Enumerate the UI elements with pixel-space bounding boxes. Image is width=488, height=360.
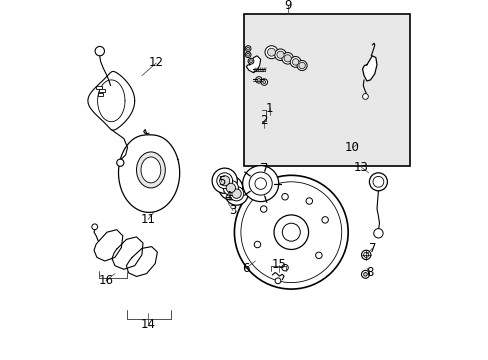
Circle shape bbox=[282, 223, 300, 241]
Circle shape bbox=[246, 47, 249, 50]
FancyBboxPatch shape bbox=[98, 93, 103, 96]
Polygon shape bbox=[126, 247, 157, 276]
Text: 3: 3 bbox=[229, 204, 236, 217]
Circle shape bbox=[373, 229, 382, 238]
Circle shape bbox=[363, 252, 368, 257]
FancyBboxPatch shape bbox=[96, 86, 102, 89]
Circle shape bbox=[223, 180, 238, 195]
Circle shape bbox=[216, 173, 232, 189]
Circle shape bbox=[292, 59, 298, 65]
Circle shape bbox=[363, 273, 366, 276]
Text: 13: 13 bbox=[353, 161, 368, 174]
Circle shape bbox=[281, 194, 288, 200]
Circle shape bbox=[219, 176, 229, 186]
Text: 10: 10 bbox=[345, 141, 359, 154]
Circle shape bbox=[315, 252, 322, 258]
Polygon shape bbox=[362, 56, 376, 81]
Polygon shape bbox=[112, 237, 142, 269]
Ellipse shape bbox=[141, 157, 161, 183]
Circle shape bbox=[255, 77, 262, 83]
Circle shape bbox=[298, 62, 305, 69]
Circle shape bbox=[282, 53, 293, 64]
FancyBboxPatch shape bbox=[244, 14, 409, 166]
Circle shape bbox=[305, 198, 312, 204]
Circle shape bbox=[260, 206, 266, 212]
Circle shape bbox=[229, 186, 244, 201]
Circle shape bbox=[372, 176, 383, 187]
Circle shape bbox=[284, 55, 291, 62]
Circle shape bbox=[361, 250, 370, 260]
Text: 9: 9 bbox=[284, 0, 291, 12]
Circle shape bbox=[254, 241, 260, 248]
Circle shape bbox=[219, 176, 242, 200]
Circle shape bbox=[117, 159, 123, 166]
Circle shape bbox=[224, 182, 247, 205]
Text: 7: 7 bbox=[368, 242, 375, 255]
Circle shape bbox=[92, 224, 98, 230]
Circle shape bbox=[264, 46, 277, 59]
Circle shape bbox=[263, 81, 265, 84]
Circle shape bbox=[249, 60, 252, 63]
Text: 16: 16 bbox=[98, 274, 113, 287]
Circle shape bbox=[257, 78, 260, 81]
Circle shape bbox=[225, 183, 235, 193]
Circle shape bbox=[244, 52, 250, 58]
Text: 6: 6 bbox=[242, 262, 249, 275]
Circle shape bbox=[246, 53, 249, 56]
Circle shape bbox=[275, 278, 280, 284]
Circle shape bbox=[254, 178, 266, 189]
Circle shape bbox=[267, 48, 275, 56]
Circle shape bbox=[212, 168, 237, 193]
Circle shape bbox=[95, 46, 104, 56]
Text: 4: 4 bbox=[224, 190, 232, 203]
Circle shape bbox=[289, 57, 301, 67]
Circle shape bbox=[247, 58, 253, 64]
Text: 1: 1 bbox=[265, 102, 273, 114]
Circle shape bbox=[361, 270, 368, 278]
Text: 15: 15 bbox=[271, 258, 285, 271]
Circle shape bbox=[234, 175, 347, 289]
Polygon shape bbox=[94, 230, 122, 261]
Text: 14: 14 bbox=[140, 318, 155, 330]
Polygon shape bbox=[246, 56, 260, 73]
Polygon shape bbox=[118, 135, 179, 212]
Circle shape bbox=[362, 94, 367, 99]
Polygon shape bbox=[88, 71, 134, 130]
Text: 8: 8 bbox=[366, 266, 373, 279]
Circle shape bbox=[321, 217, 328, 223]
Text: 2: 2 bbox=[260, 114, 267, 127]
Circle shape bbox=[368, 173, 386, 191]
Ellipse shape bbox=[136, 152, 165, 188]
Circle shape bbox=[244, 46, 250, 51]
Circle shape bbox=[273, 215, 308, 249]
Text: 12: 12 bbox=[148, 57, 163, 69]
Circle shape bbox=[242, 166, 278, 202]
FancyBboxPatch shape bbox=[99, 89, 105, 92]
Circle shape bbox=[296, 60, 306, 71]
Circle shape bbox=[281, 264, 288, 271]
Circle shape bbox=[261, 79, 267, 85]
Text: 5: 5 bbox=[218, 175, 225, 188]
Circle shape bbox=[231, 189, 241, 198]
Circle shape bbox=[274, 49, 285, 60]
Text: 11: 11 bbox=[140, 213, 155, 226]
Circle shape bbox=[276, 51, 284, 58]
Circle shape bbox=[249, 172, 272, 195]
